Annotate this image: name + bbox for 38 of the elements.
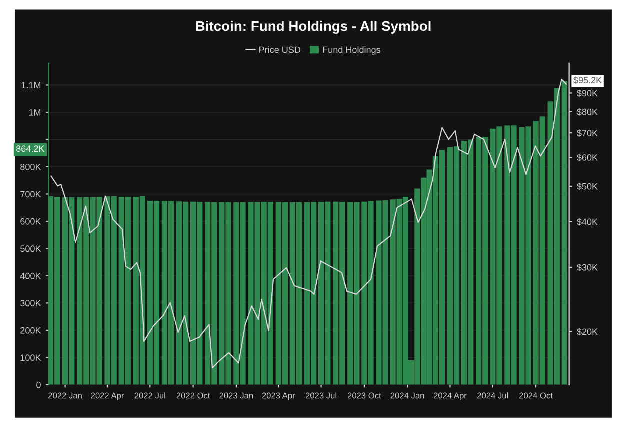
y2-tick-label: $60K: [577, 154, 598, 162]
x-tick-label: 2023 Jan: [220, 392, 254, 399]
y2-tick-label: $20K: [577, 328, 598, 336]
y2-tick-label: $40K: [577, 218, 598, 226]
bar: [562, 81, 568, 385]
y-tick-label: 1M: [29, 110, 41, 116]
y2-tick-label: $30K: [577, 264, 598, 272]
x-tick-label: 2023 Jul: [306, 392, 336, 399]
y-tick-label: 600K: [20, 218, 42, 225]
x-tick-label: 2022 Jul: [134, 392, 166, 399]
x-tick-label: 2024 Jan: [390, 392, 424, 399]
line-series: [50, 79, 568, 369]
y-tick-label: 200K: [20, 327, 42, 334]
y-tick-label: 0: [36, 382, 41, 388]
y-tick-label: 800K: [20, 164, 42, 170]
x-tick-label: 2024 Apr: [434, 392, 467, 400]
y-tick-label: 100K: [20, 354, 42, 362]
y2-tick-label: $80K: [577, 108, 598, 116]
y-tick-label: 1.1M: [22, 82, 41, 89]
legend-label: Price USD: [260, 46, 301, 54]
y-tick-label: 300K: [20, 300, 42, 307]
y2-tick-label: $70K: [577, 130, 598, 137]
x-tick-label: 2023 Oct: [348, 392, 382, 399]
y-tick-label: 400K: [20, 272, 42, 280]
text: $95.2K: [574, 76, 602, 84]
y-tick-label: 500K: [20, 246, 42, 252]
text: 864.2K: [16, 146, 45, 152]
y-tick-label: 700K: [20, 191, 42, 198]
chart-title: Bitcoin: Fund Holdings - All Symbol: [196, 20, 431, 34]
y2-tick-label: $50K: [577, 183, 598, 190]
legend-label: Fund Holdings: [323, 46, 381, 55]
x-tick-label: 2023 Apr: [262, 392, 296, 400]
x-tick-label: 2022 Jan: [48, 392, 82, 399]
y2-tick-label: $90K: [577, 90, 598, 98]
x-tick-label: 2024 Oct: [520, 392, 553, 399]
x-tick-label: 2024 Jul: [478, 392, 508, 399]
x-tick-label: 2022 Oct: [176, 392, 210, 399]
x-tick-label: 2022 Apr: [91, 392, 124, 400]
